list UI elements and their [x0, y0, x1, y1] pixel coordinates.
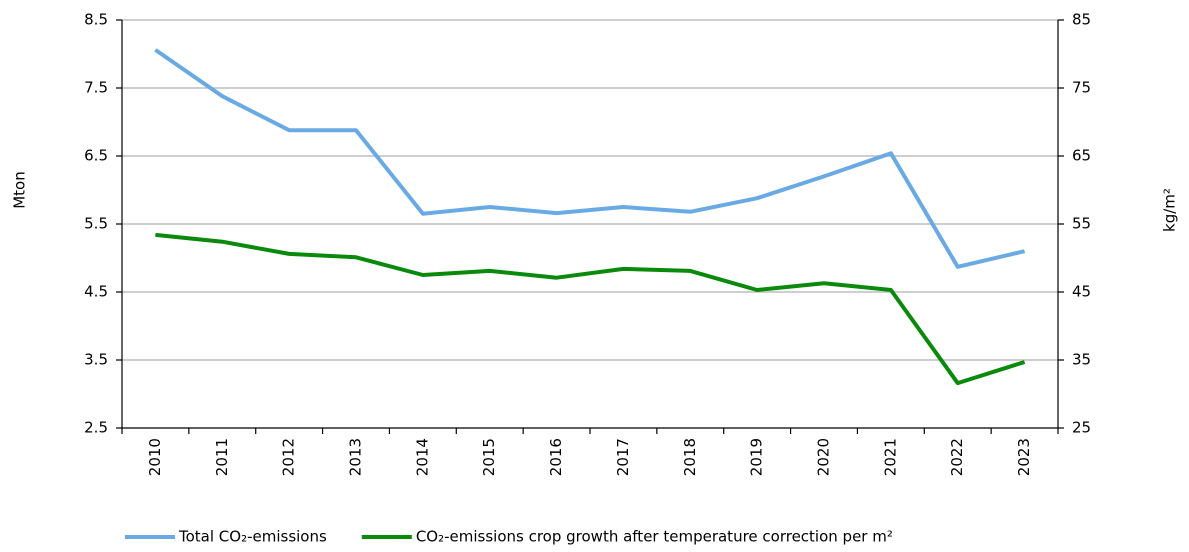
y-tick-label: 4.5 — [84, 283, 108, 301]
y-tick-label: 8.5 — [84, 11, 108, 29]
legend-label: Total CO₂-emissions — [178, 528, 327, 546]
y2-axis-label: kg/m² — [1161, 188, 1179, 232]
y2-tick-label: 55 — [1072, 215, 1091, 233]
y2-tick-label: 65 — [1072, 147, 1091, 165]
x-tick-label: 2012 — [280, 438, 298, 476]
x-tick-label: 2016 — [547, 438, 565, 476]
x-tick-label: 2023 — [1015, 438, 1033, 476]
x-tick-label: 2020 — [815, 438, 833, 476]
y-tick-label: 6.5 — [84, 147, 108, 165]
x-tick-label: 2018 — [681, 438, 699, 476]
x-tick-label: 2010 — [146, 438, 164, 476]
x-tick-label: 2017 — [614, 438, 632, 476]
x-tick-label: 2014 — [413, 438, 431, 476]
x-tick-label: 2015 — [480, 438, 498, 476]
series-line — [154, 48, 1026, 269]
y2-tick-label: 75 — [1072, 79, 1091, 97]
y-axis-label: Mton — [11, 171, 29, 209]
y2-tick-label: 45 — [1072, 283, 1091, 301]
y2-tick-label: 85 — [1072, 11, 1091, 29]
x-tick-label: 2013 — [347, 438, 365, 476]
y-tick-label: 7.5 — [84, 79, 108, 97]
series-line — [155, 232, 1026, 386]
x-tick-label: 2022 — [948, 438, 966, 476]
y2-tick-label: 35 — [1072, 351, 1091, 369]
legend-label: CO₂-emissions crop growth after temperat… — [416, 528, 893, 546]
x-tick-label: 2019 — [748, 438, 766, 476]
y2-tick-label: 25 — [1072, 419, 1091, 437]
y-tick-label: 2.5 — [84, 419, 108, 437]
y-tick-label: 5.5 — [84, 215, 108, 233]
y-tick-label: 3.5 — [84, 351, 108, 369]
x-tick-label: 2011 — [213, 438, 231, 476]
x-tick-label: 2021 — [881, 438, 899, 476]
